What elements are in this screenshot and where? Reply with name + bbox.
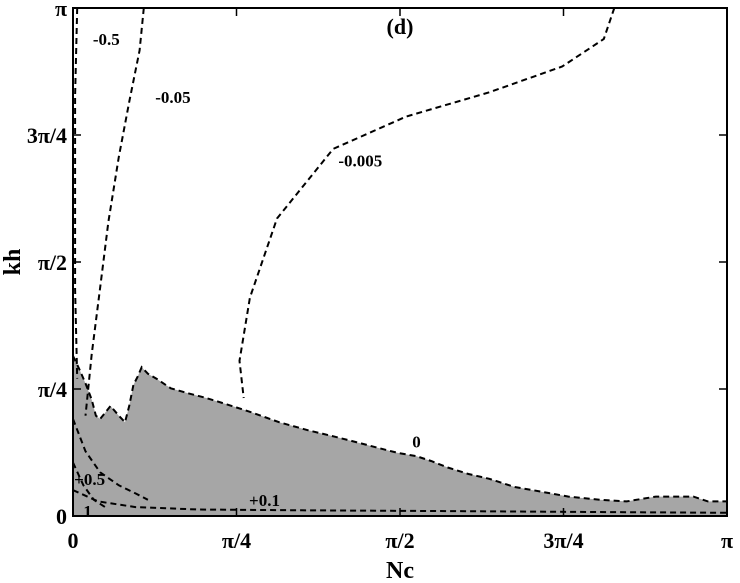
contour-label-6: 1 bbox=[83, 502, 92, 521]
contour-label-4: +0.5 bbox=[74, 470, 105, 489]
y-tick-label-2: π/2 bbox=[38, 250, 67, 275]
contour-line-6 bbox=[72, 489, 728, 514]
x-axis-label: Nc bbox=[386, 558, 414, 583]
y-axis-label: kh bbox=[0, 249, 26, 276]
contour-line-0 bbox=[72, 355, 727, 503]
contour-label-2: -0.005 bbox=[338, 151, 382, 170]
shaded-region bbox=[73, 355, 727, 516]
contour-line-5 bbox=[72, 462, 107, 509]
contour-line-2 bbox=[84, 7, 145, 416]
contour-label-3: 0 bbox=[412, 433, 421, 452]
contour-label-5: +0.1 bbox=[249, 491, 280, 510]
x-tick-label-3: 3π/4 bbox=[543, 528, 583, 553]
y-tick-label-0: 0 bbox=[56, 504, 67, 529]
x-tick-label-4: π bbox=[721, 528, 733, 553]
contour-line-1 bbox=[238, 7, 616, 399]
y-tick-label-1: π/4 bbox=[38, 377, 67, 402]
y-tick-label-4: π bbox=[55, 0, 67, 21]
contour-label-1: -0.05 bbox=[155, 88, 190, 107]
x-tick-label-0: 0 bbox=[68, 528, 79, 553]
panel-label: (d) bbox=[387, 14, 414, 39]
plot-area: 0 π/4 π/2 3π/4 π 0 π/4 π/2 3π/4 π -0.5 -0.05 -0.005 0… bbox=[27, 0, 733, 553]
contour-line-4 bbox=[72, 418, 149, 501]
y-tick-label-3: 3π/4 bbox=[27, 123, 67, 148]
x-tick-label-2: π/2 bbox=[385, 528, 414, 553]
x-tick-label-1: π/4 bbox=[222, 528, 251, 553]
contour-line-3 bbox=[74, 7, 79, 379]
contour-label-0: -0.5 bbox=[93, 30, 120, 49]
